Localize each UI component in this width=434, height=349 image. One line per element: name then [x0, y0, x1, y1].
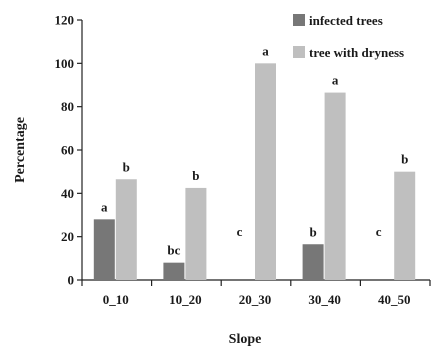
y-axis: 0 20 40 60 80 100 120 — [55, 13, 83, 288]
data-label: c — [237, 224, 243, 239]
x-tick-label: 40_50 — [378, 292, 411, 307]
y-tick-label: 80 — [61, 99, 74, 114]
legend-label: tree with dryness — [309, 45, 404, 60]
y-tick-label: 120 — [55, 13, 75, 28]
data-label: bc — [167, 243, 180, 258]
bar-infected-trees — [302, 244, 324, 280]
x-tick-label: 30_40 — [308, 292, 341, 307]
data-label: a — [262, 43, 269, 58]
bar-infected-trees — [93, 219, 115, 280]
bar-tree-with-dryness — [255, 63, 276, 281]
y-tick-label: 100 — [55, 56, 75, 71]
data-label: a — [332, 73, 339, 88]
y-axis-title: Percentage — [13, 117, 28, 183]
legend-swatch — [293, 46, 305, 58]
bar-tree-with-dryness — [394, 171, 416, 280]
x-axis: 0_10 10_20 20_30 30_40 40_50 — [81, 279, 431, 307]
bar-tree-with-dryness — [185, 187, 207, 280]
data-label: b — [123, 159, 130, 174]
x-tick-label: 20_30 — [239, 292, 272, 307]
bar-infected-trees — [163, 262, 185, 280]
y-tick-label: 60 — [61, 143, 74, 158]
x-tick-label: 10_20 — [169, 292, 202, 307]
bar-tree-with-dryness — [115, 179, 137, 280]
legend: infected trees tree with dryness — [293, 13, 404, 60]
data-label: b — [401, 152, 408, 167]
data-label: b — [192, 168, 199, 183]
y-tick-label: 40 — [61, 186, 74, 201]
legend-swatch — [293, 14, 305, 26]
bar-tree-with-dryness — [324, 92, 346, 280]
data-label: a — [101, 199, 108, 214]
y-tick-label: 0 — [68, 273, 75, 288]
x-tick-label: 0_10 — [103, 292, 129, 307]
data-label: b — [309, 224, 316, 239]
bars — [93, 63, 416, 281]
data-label: c — [376, 224, 382, 239]
legend-label: infected trees — [309, 13, 383, 28]
y-tick-label: 20 — [61, 229, 74, 244]
x-axis-title: Slope — [229, 332, 262, 347]
